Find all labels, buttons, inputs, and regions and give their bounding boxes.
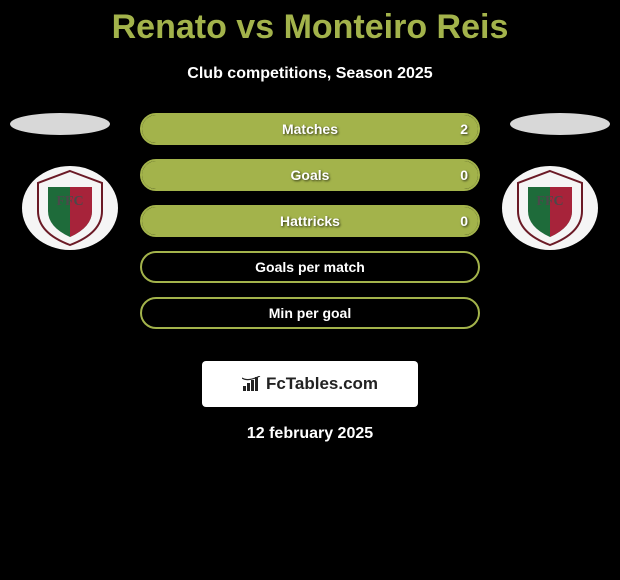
- svg-text:FFC: FFC: [56, 194, 83, 209]
- club-crest-icon: FFC: [500, 165, 600, 251]
- club-crest-icon: FFC: [20, 165, 120, 251]
- stat-label: Goals: [291, 167, 330, 183]
- branding-text: FcTables.com: [266, 374, 378, 394]
- stat-row-hattricks: Hattricks 0: [140, 205, 480, 237]
- club-badge-left: FFC: [20, 165, 120, 251]
- player-avatar-placeholder-left: [10, 113, 110, 135]
- bar-chart-icon: [242, 376, 262, 392]
- stat-label: Goals per match: [255, 259, 365, 275]
- stat-row-goals: Goals 0: [140, 159, 480, 191]
- stat-value-right: 2: [460, 121, 468, 137]
- stat-label: Matches: [282, 121, 338, 137]
- stat-value-right: 0: [460, 213, 468, 229]
- svg-text:FFC: FFC: [536, 194, 563, 209]
- page-subtitle: Club competitions, Season 2025: [0, 65, 620, 83]
- club-badge-right: FFC: [500, 165, 600, 251]
- stat-rows-container: Matches 2 Goals 0 Hattricks 0 Goals per …: [140, 113, 480, 343]
- comparison-panel: FFC FFC Matches 2 Goals 0 Hattricks: [0, 113, 620, 353]
- footer-date: 12 february 2025: [0, 425, 620, 443]
- branding-badge: FcTables.com: [202, 361, 418, 407]
- stat-row-goals-per-match: Goals per match: [140, 251, 480, 283]
- stat-row-min-per-goal: Min per goal: [140, 297, 480, 329]
- player-avatar-placeholder-right: [510, 113, 610, 135]
- stat-value-right: 0: [460, 167, 468, 183]
- stat-row-matches: Matches 2: [140, 113, 480, 145]
- stat-label: Hattricks: [280, 213, 340, 229]
- page-title: Renato vs Monteiro Reis: [0, 0, 620, 47]
- stat-label: Min per goal: [269, 305, 351, 321]
